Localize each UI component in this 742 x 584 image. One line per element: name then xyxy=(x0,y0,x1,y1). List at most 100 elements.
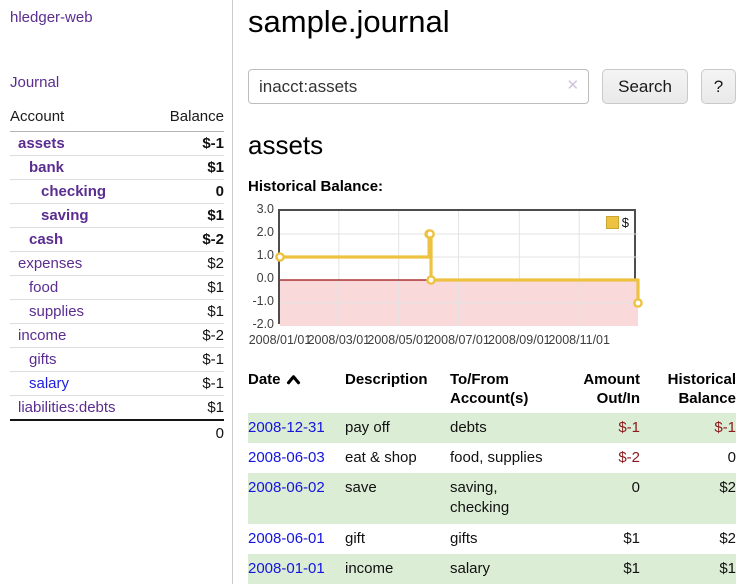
x-axis-tick-label: 2008/09/01 xyxy=(488,333,551,347)
transaction-date-link[interactable]: 2008-06-01 xyxy=(248,529,325,547)
transaction-row[interactable]: 2008-01-01 income salary $1 $1 xyxy=(248,553,736,584)
x-axis-tick-label: 2008/03/01 xyxy=(307,333,371,347)
transaction-amount: $-2 xyxy=(618,448,640,466)
transaction-description: save xyxy=(345,479,377,496)
data-point-marker xyxy=(275,252,285,262)
transaction-date-link[interactable]: 2008-06-03 xyxy=(248,448,325,466)
transaction-balance: $-1 xyxy=(714,418,736,436)
y-axis-tick-label: 0.0 xyxy=(256,271,274,285)
account-link[interactable]: expenses xyxy=(18,255,83,272)
account-row: income $-2 xyxy=(10,323,224,348)
x-axis-tick-label: 2008/01/01 xyxy=(248,333,312,347)
transaction-accounts: debts xyxy=(450,418,487,436)
historical-balance-chart[interactable]: $3.0 2.0 1.0 0.0 -1.0 -2.0 2008/01/01 2008/03/0… xyxy=(248,202,736,347)
transaction-balance: $1 xyxy=(719,559,736,577)
account-balance: $-1 xyxy=(151,347,224,372)
transaction-row[interactable]: 2008-06-01 gift gifts $1 $2 xyxy=(248,524,736,554)
account-row: assets $-1 xyxy=(10,131,224,156)
y-axis-tick-label: -1.0 xyxy=(252,294,274,308)
chart-plot-area[interactable]: $ xyxy=(275,209,643,326)
transaction-description: eat & shop xyxy=(345,448,417,466)
x-axis-tick-label: 2008/07/01 xyxy=(427,333,490,347)
account-row: gifts $-1 xyxy=(10,347,224,372)
transaction-date-link[interactable]: 2008-01-01 xyxy=(248,559,325,577)
account-balance: $-2 xyxy=(151,323,224,348)
account-balance: $1 xyxy=(151,299,224,324)
transaction-accounts: food, supplies xyxy=(450,448,543,466)
help-button[interactable]: ? xyxy=(701,69,736,104)
transaction-amount: $-1 xyxy=(618,418,640,436)
accounts-header-account: Account xyxy=(10,104,152,132)
accounts-header-row: Account Balance xyxy=(10,104,224,132)
transaction-amount: $1 xyxy=(623,529,640,547)
register-header-balance: Historical Balance xyxy=(667,371,736,407)
transaction-row[interactable]: 2008-12-31 pay off debts $-1 $-1 xyxy=(248,412,736,443)
transaction-description: gift xyxy=(345,529,366,547)
x-axis-tick-label: 2008/11/01 xyxy=(548,333,610,347)
transaction-balance: $2 xyxy=(719,529,736,547)
transaction-balance: $2 xyxy=(719,479,736,496)
account-balance: $1 xyxy=(151,155,224,180)
account-link[interactable]: saving xyxy=(41,207,89,224)
register-header-row: Date Description To/From Account(s) Amou… xyxy=(248,368,736,413)
register-header-description: Description xyxy=(345,371,428,388)
account-link[interactable]: income xyxy=(18,327,67,344)
accounts-total-row: 0 xyxy=(10,419,224,447)
transaction-accounts: salary xyxy=(450,559,491,577)
account-row: cash $-2 xyxy=(10,227,224,252)
account-balance: $1 xyxy=(151,395,224,421)
y-axis-tick-label: 2.0 xyxy=(256,225,274,239)
sidebar: hledger-web Journal Account Balance asse… xyxy=(0,0,233,584)
account-link[interactable]: gifts xyxy=(29,351,57,368)
accounts-table: Account Balance assets $-1 bank $1 checking 0… xyxy=(10,104,224,447)
transaction-date-link[interactable]: 2008-06-02 xyxy=(248,479,325,496)
search-button[interactable]: Search xyxy=(602,69,688,104)
transaction-accounts: saving, checking xyxy=(450,479,510,517)
search-box: ✕ xyxy=(248,69,590,104)
chart-title: Historical Balance: xyxy=(248,178,384,195)
account-row: checking 0 xyxy=(10,179,224,204)
register-header-date[interactable]: Date xyxy=(248,368,345,413)
account-link[interactable]: liabilities:debts xyxy=(18,399,116,416)
transaction-row[interactable]: 2008-06-03 eat & shop food, supplies $-2 0 xyxy=(248,443,736,473)
brand-link[interactable]: hledger-web xyxy=(10,9,93,26)
account-link[interactable]: salary xyxy=(29,375,70,392)
accounts-header-balance: Balance xyxy=(151,104,224,132)
search-input[interactable] xyxy=(248,69,590,104)
transaction-row[interactable]: 2008-06-02 save saving, checking 0 $2 xyxy=(248,473,736,524)
register-header-accounts: To/From Account(s) xyxy=(450,371,529,407)
transaction-amount: $1 xyxy=(623,559,640,577)
account-row: bank $1 xyxy=(10,155,224,180)
account-link[interactable]: checking xyxy=(41,183,107,200)
account-balance: 0 xyxy=(151,179,224,204)
accounts-total-spacer xyxy=(10,419,152,447)
account-link[interactable]: supplies xyxy=(29,303,85,320)
account-link[interactable]: cash xyxy=(29,231,64,248)
account-link[interactable]: food xyxy=(29,279,59,296)
account-balance: $-1 xyxy=(151,131,224,156)
data-point-marker xyxy=(426,275,436,285)
legend-swatch-icon xyxy=(605,216,619,229)
transaction-description: pay off xyxy=(345,418,390,436)
transaction-description: income xyxy=(345,559,394,577)
y-axis-tick-label: 3.0 xyxy=(256,202,274,216)
account-row: liabilities:debts $1 xyxy=(10,395,224,421)
account-balance: $-1 xyxy=(151,371,224,396)
transaction-date-link[interactable]: 2008-12-31 xyxy=(248,418,325,436)
account-balance: $1 xyxy=(151,275,224,300)
nav-journal-link[interactable]: Journal xyxy=(10,74,60,91)
account-heading: assets xyxy=(248,130,324,160)
sort-ascending-icon xyxy=(286,375,300,385)
chart-legend: $ xyxy=(605,215,629,230)
x-axis-tick-label: 2008/05/01 xyxy=(367,333,430,347)
y-axis-tick-label: 1.0 xyxy=(256,248,274,262)
transaction-amount: 0 xyxy=(631,479,640,496)
account-link[interactable]: assets xyxy=(18,135,65,152)
account-link[interactable]: bank xyxy=(29,159,65,176)
register-table: Date Description To/From Account(s) Amou… xyxy=(248,368,736,584)
main-content: sample.journal ✕ Search ? assets Histori… xyxy=(233,0,742,584)
account-balance: $1 xyxy=(151,203,224,228)
account-row: food $1 xyxy=(10,275,224,300)
clear-search-icon[interactable]: ✕ xyxy=(566,77,580,94)
